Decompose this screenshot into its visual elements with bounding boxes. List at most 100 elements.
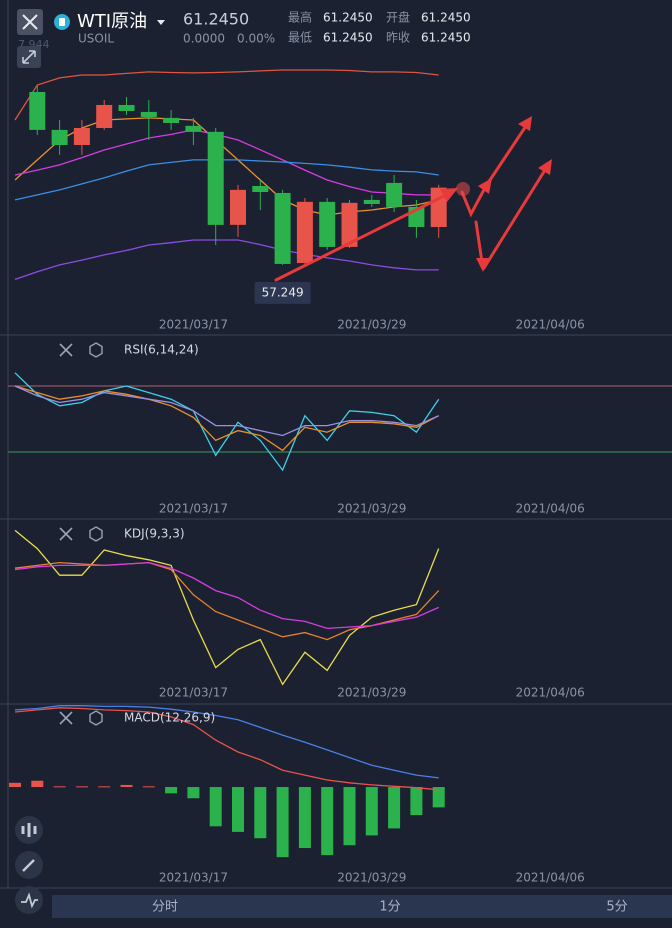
macd-bar — [254, 787, 267, 839]
panel-dividers — [0, 0, 672, 889]
macd-bar — [142, 786, 155, 788]
close-indicator[interactable] — [59, 527, 73, 541]
candle-body — [185, 125, 202, 132]
left-toolbar — [15, 816, 43, 914]
candle-body — [386, 182, 403, 207]
candle-body — [319, 201, 336, 247]
candle-body — [252, 185, 269, 192]
stat-label: 最高 — [288, 10, 312, 25]
arrow — [474, 220, 484, 264]
macd-bar — [432, 787, 445, 808]
macd-bar — [388, 787, 401, 829]
candle-body — [274, 192, 291, 264]
stat-value: 61.2450 — [323, 11, 373, 25]
stat-label: 最低 — [288, 31, 312, 45]
symbol-logo-mark — [59, 18, 65, 26]
macd-bar — [276, 787, 289, 858]
timeframe-option[interactable]: 5分 — [606, 900, 627, 915]
macd-bar — [232, 787, 244, 832]
macd-bar — [410, 787, 423, 816]
x-tick-label: 2021/03/17 — [159, 318, 228, 332]
price: 61.2450 — [183, 10, 249, 29]
x-tick-label: 2021/03/17 — [159, 871, 228, 885]
candle-body — [207, 131, 224, 225]
candle-body — [363, 199, 380, 204]
charts: 2021/03/17 2021/03/29 2021/04/06 57.249 2021… — [8, 69, 672, 885]
annotation-arrows — [274, 116, 552, 282]
tool-button[interactable] — [15, 886, 43, 914]
change: 0.0000 — [183, 32, 225, 46]
arrow-head — [538, 159, 552, 175]
change-pct: 0.00% — [237, 32, 275, 46]
macd-bar — [98, 786, 111, 788]
indicator-line — [14, 705, 439, 779]
candle-body — [51, 129, 68, 145]
x-tick-label: 2021/03/17 — [159, 502, 228, 516]
settings-indicator[interactable] — [89, 526, 103, 542]
indicator-line — [14, 385, 439, 437]
symbol-name[interactable]: WTI原油 — [77, 11, 147, 32]
stat-label: 开盘 — [386, 10, 410, 25]
indicator-line — [14, 707, 439, 791]
close-icon — [22, 14, 38, 30]
dropdown-caret[interactable] — [157, 20, 165, 25]
x-tick-label: 2021/04/06 — [516, 318, 585, 332]
indicator-line — [14, 129, 439, 196]
candle-body — [163, 117, 180, 123]
macd-bar — [365, 787, 378, 836]
arrow — [482, 168, 547, 270]
macd-bar — [209, 787, 222, 827]
indicator-line — [14, 385, 439, 452]
close-indicator[interactable] — [59, 343, 73, 357]
arrow — [274, 192, 450, 282]
x-tick-label: 2021/03/17 — [159, 686, 228, 700]
timeframe-bar-bg — [52, 895, 672, 918]
macd-bar — [53, 786, 66, 788]
x-tick-label: 2021/03/29 — [337, 318, 406, 332]
x-tick-label: 2021/03/29 — [337, 502, 406, 516]
timeframe-bar: 分时 1分 5分 — [52, 895, 672, 918]
candle-body — [230, 189, 246, 225]
indicator-line — [14, 117, 439, 216]
x-tick-label: 2021/04/06 — [516, 686, 585, 700]
x-tick-label: 2021/03/29 — [337, 686, 406, 700]
macd-bar — [321, 787, 334, 856]
stat-value: 61.2450 — [421, 11, 471, 25]
macd-bar — [187, 787, 200, 799]
x-tick-label: 2021/04/06 — [516, 502, 585, 516]
macd-bar — [343, 787, 356, 846]
arrow-head — [476, 258, 489, 272]
stat-value: 61.2450 — [421, 31, 471, 45]
timeframe-option[interactable]: 分时 — [152, 900, 178, 915]
candle-body — [118, 104, 135, 111]
arrow-head — [518, 116, 532, 131]
low-label: 57.249 — [262, 285, 304, 299]
candle-body — [140, 111, 157, 117]
macd-bar — [75, 786, 88, 788]
stat-value: 61.2450 — [323, 31, 373, 45]
indicator-line — [14, 561, 439, 630]
expand-icon — [22, 50, 36, 64]
macd-bar — [120, 784, 133, 788]
settings-indicator[interactable] — [89, 710, 103, 726]
settings-indicator[interactable] — [89, 342, 103, 358]
candle-body — [73, 127, 90, 145]
candle-body — [296, 201, 313, 263]
stat-label: 昨收 — [386, 31, 410, 45]
indicator-title: RSI(6,14,24) — [124, 343, 199, 357]
macd-bar — [31, 780, 44, 788]
close-indicator[interactable] — [59, 711, 73, 725]
indicator-line — [14, 69, 439, 121]
arrow — [460, 184, 488, 218]
macd-bar — [165, 787, 178, 794]
x-tick-label: 2021/03/29 — [337, 871, 406, 885]
timeframe-option[interactable]: 1分 — [379, 900, 400, 915]
indicator-line — [14, 372, 440, 472]
symbol-code: USOIL — [78, 32, 114, 46]
indicator-title: KDJ(9,3,3) — [124, 527, 185, 541]
candle-body — [29, 92, 46, 130]
indicator-title: MACD(12,26,9) — [124, 711, 215, 725]
x-tick-label: 2021/04/06 — [516, 871, 585, 885]
